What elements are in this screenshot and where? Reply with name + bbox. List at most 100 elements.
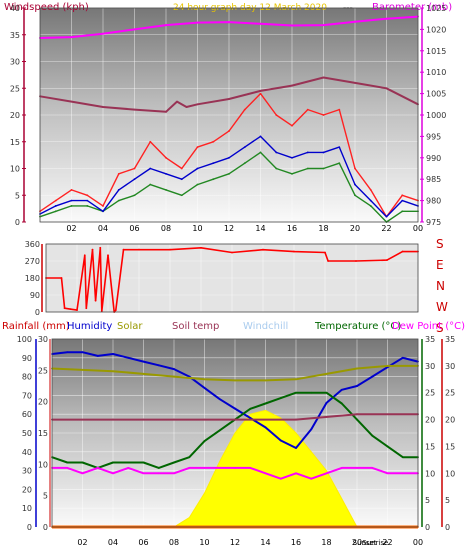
temperature-data-point xyxy=(173,418,175,421)
humidity-tick-label: 60 xyxy=(22,410,32,419)
wind-tick-label: 0 xyxy=(15,218,20,227)
temperature-data-point xyxy=(295,447,297,449)
wind-data-point xyxy=(259,135,262,138)
temperature-data-point xyxy=(112,370,114,373)
temperature-data-point xyxy=(386,472,389,475)
temperature-data-point xyxy=(295,418,297,421)
direction-data-point xyxy=(122,248,125,251)
sunrise-label: Sunrise xyxy=(362,539,388,547)
wind-data-point xyxy=(70,205,73,207)
wind-data-point xyxy=(385,17,388,20)
wind-data-point xyxy=(243,108,246,111)
temperature-x-tick-label: 12 xyxy=(230,538,240,547)
legend-item: Windchill xyxy=(243,321,288,332)
temperature-data-point xyxy=(218,467,221,469)
wind-data-point xyxy=(133,167,136,170)
wind-data-point xyxy=(385,215,388,218)
wind-data-point xyxy=(291,84,293,87)
temperature-x-tick-label: 06 xyxy=(138,538,148,547)
direction-data-point xyxy=(169,248,171,251)
temperature-data-point xyxy=(157,472,160,475)
direction-data-point xyxy=(63,307,66,310)
legend-item: Temperature (°C) xyxy=(314,321,401,332)
wind-data-point xyxy=(322,76,325,79)
temperature-data-point xyxy=(325,472,328,475)
temperature-data-point xyxy=(203,418,206,421)
barometer-tick-label: 1025 xyxy=(426,4,446,13)
temperature-tick-label: 15 xyxy=(425,442,435,451)
wind-data-point xyxy=(185,106,188,108)
barometer-tick-label: 980 xyxy=(426,197,441,206)
wind-data-point xyxy=(291,124,293,127)
temperature-data-point xyxy=(173,472,175,475)
wind-data-point xyxy=(212,140,215,143)
temperature-x-tick-label: 08 xyxy=(169,538,179,547)
temperature-data-point xyxy=(188,456,191,459)
temperature-x-tick-label: 16 xyxy=(291,538,301,547)
temperature-data-point xyxy=(66,351,69,354)
rainfall-tick-label: 0 xyxy=(43,523,48,532)
wind-data-point xyxy=(228,156,230,159)
wind-data-point xyxy=(322,114,325,116)
wind-x-tick-label: 14 xyxy=(255,224,265,233)
temperature-data-point xyxy=(371,375,374,378)
temperature-data-point xyxy=(264,426,267,429)
temperature-data-point xyxy=(401,456,404,459)
wind-data-point xyxy=(117,172,120,175)
legend-item: Rainfall (mm) xyxy=(2,321,70,332)
wind-data-point xyxy=(54,205,57,207)
direction-data-point xyxy=(262,248,264,251)
temperature-data-point xyxy=(203,440,206,442)
temperature-data-point xyxy=(142,360,145,363)
direction-data-point xyxy=(138,248,140,251)
wind-data-point xyxy=(228,21,230,24)
wind-data-point xyxy=(196,183,199,186)
compass-label: W xyxy=(436,300,448,314)
temperature-data-point xyxy=(340,402,343,405)
temperature-data-point xyxy=(203,378,206,381)
temperature-data-point xyxy=(127,467,130,469)
wind-data-point xyxy=(70,189,73,191)
temperature-data-point xyxy=(356,413,358,416)
barometer-tick-label: 1000 xyxy=(426,111,446,120)
legend-item: Humidity xyxy=(67,321,112,332)
temperature-data-point xyxy=(112,353,114,355)
temperature-data-point xyxy=(66,461,69,464)
temperature-data-point xyxy=(112,418,114,421)
wind-tick-label: 25 xyxy=(10,84,20,93)
temperature-data-point xyxy=(96,355,99,357)
wind-data-point xyxy=(338,162,341,165)
temperature-panel-frame xyxy=(51,338,419,528)
temperature-data-point xyxy=(325,373,328,375)
wind-data-point xyxy=(133,194,136,197)
legend-item: Dew Point (°C) xyxy=(392,321,465,332)
wind-data-point xyxy=(196,21,199,24)
dewpoint-tick-label: 25 xyxy=(445,389,455,398)
temperature-data-point xyxy=(203,467,206,469)
humidity-tick-label: 30 xyxy=(22,467,32,476)
direction-tick-label: 90 xyxy=(30,291,40,300)
temperature-data-point xyxy=(356,418,358,421)
wind-x-tick-label: 06 xyxy=(129,224,139,233)
compass-label: S xyxy=(436,237,444,251)
legend-item: Solar xyxy=(117,321,143,332)
wind-data-point xyxy=(212,162,215,165)
wind-data-point xyxy=(133,178,136,181)
wind-axis-label: Windspeed (kph) xyxy=(4,2,89,13)
wind-x-tick-label: 10 xyxy=(192,224,202,233)
temperature-tick-label: 25 xyxy=(425,389,435,398)
temperature-data-point xyxy=(234,418,236,421)
temperature-data-point xyxy=(264,379,267,382)
sunset-label: Sunset xyxy=(353,539,377,547)
temperature-data-point xyxy=(371,467,374,469)
wind-data-point xyxy=(369,189,372,191)
wind-x-tick-label: 08 xyxy=(161,224,171,233)
direction-data-point xyxy=(91,248,94,251)
wind-data-point xyxy=(133,108,136,111)
temperature-data-point xyxy=(356,467,358,469)
wind-tick-label: 10 xyxy=(10,165,20,174)
direction-data-point xyxy=(85,307,88,310)
wind-data-point xyxy=(306,151,309,154)
barometer-tick-label: 1005 xyxy=(426,90,446,99)
